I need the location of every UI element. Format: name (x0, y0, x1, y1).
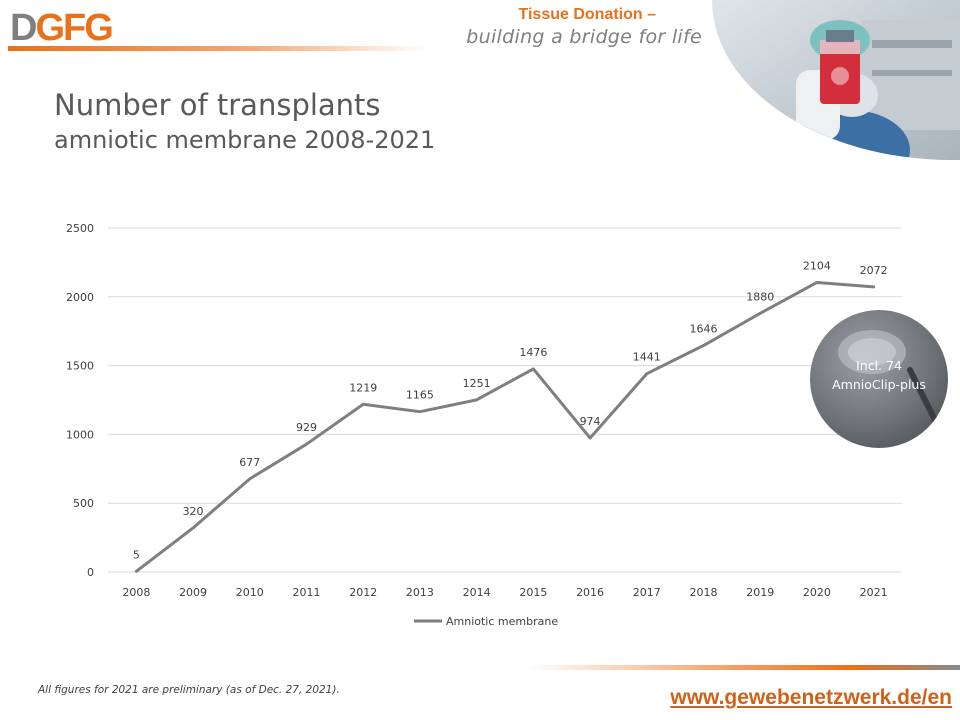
x-tick-label-2016: 2016 (576, 586, 604, 599)
transplants-line-chart: 0 500 1000 1500 2000 2500 2008 2009 2010 2011 201… (66, 222, 902, 628)
y-axis-tick-labels: 0 500 1000 1500 2000 2500 (66, 222, 94, 579)
page-title: Number of transplants (54, 88, 381, 122)
x-tick-label-2017: 2017 (633, 586, 661, 599)
data-label-2015: 1476 (519, 346, 547, 359)
x-tick-label-2019: 2019 (746, 586, 774, 599)
data-label-2013: 1165 (406, 389, 434, 402)
data-label-2012: 1219 (349, 381, 377, 394)
data-label-2019: 1880 (746, 290, 774, 303)
y-tick-label-0: 0 (87, 566, 94, 579)
x-tick-label-2015: 2015 (519, 586, 547, 599)
data-labels: 5 320 677 929 1219 1165 1251 1476 974 1441 1646 188… (133, 259, 888, 561)
data-label-2017: 1441 (633, 351, 661, 364)
lab-photo (712, 0, 960, 160)
chart-legend: Amniotic membrane (414, 615, 558, 628)
footer-accent-rule (528, 665, 960, 670)
data-label-2016: 974 (580, 415, 601, 428)
data-label-2014: 1251 (463, 377, 491, 390)
dgfg-logo: DGFG (10, 7, 114, 49)
logo-letter-d: D (10, 7, 37, 49)
page-subtitle: amniotic membrane 2008-2021 (54, 126, 436, 154)
data-label-2021: 2072 (860, 264, 888, 277)
x-tick-label-2014: 2014 (463, 586, 491, 599)
chart-gridlines (108, 227, 902, 573)
callout-line-2: AmnioClip-plus (832, 377, 926, 392)
x-tick-label-2009: 2009 (179, 586, 207, 599)
amnioclip-callout: Incl. 74 AmnioClip-plus (810, 310, 948, 448)
y-tick-label-2000: 2000 (66, 291, 94, 304)
data-label-2009: 320 (183, 505, 204, 518)
tagline-slogan: building a bridge for life (466, 26, 702, 48)
x-tick-label-2020: 2020 (803, 586, 831, 599)
x-tick-label-2012: 2012 (349, 586, 377, 599)
series-lines (134, 280, 876, 573)
y-tick-label-2500: 2500 (66, 222, 94, 235)
x-tick-label-2021: 2021 (860, 586, 888, 599)
data-label-2018: 1646 (690, 323, 718, 336)
preliminary-figures-note: All figures for 2021 are preliminary (as… (38, 684, 340, 696)
x-tick-label-2013: 2013 (406, 586, 434, 599)
data-label-2011: 929 (296, 421, 317, 434)
data-label-2010: 677 (239, 456, 260, 469)
x-tick-label-2008: 2008 (122, 586, 150, 599)
y-tick-label-1000: 1000 (66, 428, 94, 441)
x-axis-tick-labels: 2008 2009 2010 2011 2012 2013 2014 2015 2016 2017… (122, 586, 887, 599)
y-tick-label-1500: 1500 (66, 360, 94, 373)
logo-letters-gfg: GFG (35, 7, 113, 49)
header-accent-rule (8, 46, 428, 51)
y-tick-label-500: 500 (73, 497, 94, 510)
x-tick-label-2010: 2010 (236, 586, 264, 599)
tagline-heading: Tissue Donation – (518, 6, 656, 23)
x-tick-label-2011: 2011 (293, 586, 321, 599)
callout-line-1: Incl. 74 (856, 358, 902, 373)
website-link[interactable]: www.gewebenetzwerk.de/en (670, 686, 952, 709)
data-label-2020: 2104 (803, 259, 831, 272)
series-line-amniotic-membrane (134, 280, 876, 573)
data-label-2008: 5 (133, 548, 140, 561)
legend-label-amniotic-membrane: Amniotic membrane (446, 615, 558, 628)
x-tick-label-2018: 2018 (690, 586, 718, 599)
